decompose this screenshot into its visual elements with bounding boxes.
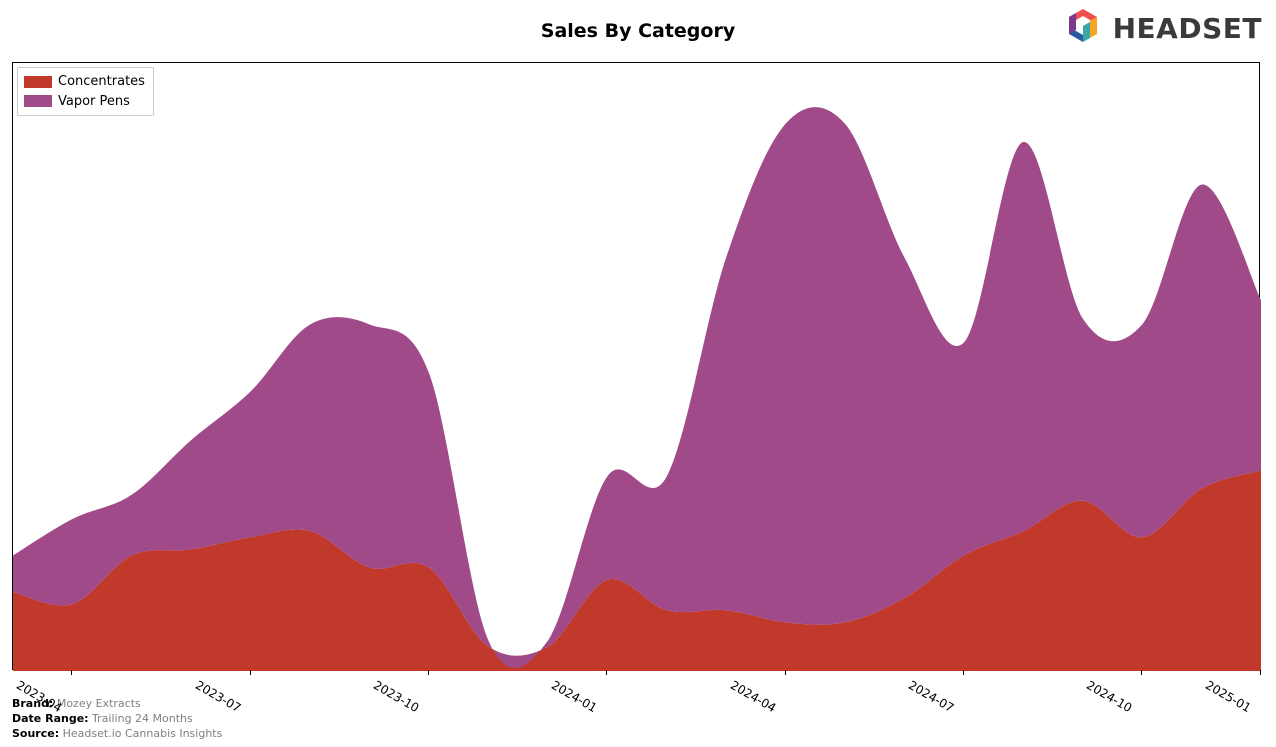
legend-label: Concentrates (58, 72, 145, 92)
footer-value: Headset.io Cannabis Insights (59, 727, 222, 740)
footer-line: Source: Headset.io Cannabis Insights (12, 727, 222, 742)
legend-item: Concentrates (24, 72, 145, 92)
xtick-mark (785, 670, 786, 675)
footer-line: Date Range: Trailing 24 Months (12, 712, 222, 727)
xtick-mark (250, 670, 251, 675)
chart-plot-area: ConcentratesVapor Pens (12, 62, 1260, 670)
xtick-mark (606, 670, 607, 675)
legend-swatch (24, 95, 52, 107)
brand-logo: HEADSET (1061, 6, 1262, 50)
xtick-mark (1141, 670, 1142, 675)
xtick-mark (963, 670, 964, 675)
xtick-label: 2024-07 (906, 678, 956, 715)
brand-logo-text: HEADSET (1113, 12, 1262, 45)
footer-key: Source: (12, 727, 59, 740)
xtick-mark (71, 670, 72, 675)
xtick-label: 2023-10 (371, 678, 421, 715)
footer-key: Date Range: (12, 712, 89, 725)
legend-label: Vapor Pens (58, 92, 130, 112)
xtick-label: 2024-01 (549, 678, 599, 715)
xtick-mark (1260, 670, 1261, 675)
legend: ConcentratesVapor Pens (17, 67, 154, 116)
legend-swatch (24, 76, 52, 88)
xtick-label: 2025-01 (1203, 678, 1253, 715)
footer-value: Mozey Extracts (53, 697, 140, 710)
xtick-mark (428, 670, 429, 675)
xtick-label: 2024-04 (728, 678, 778, 715)
footer-value: Trailing 24 Months (89, 712, 193, 725)
legend-item: Vapor Pens (24, 92, 145, 112)
xtick-label: 2024-10 (1084, 678, 1134, 715)
stacked-area-svg (13, 63, 1261, 671)
headset-logo-icon (1061, 6, 1105, 50)
